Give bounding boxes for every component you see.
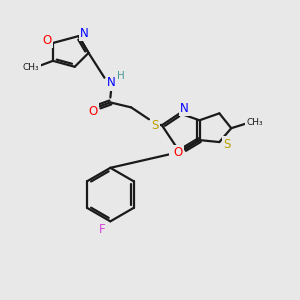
Text: S: S — [224, 138, 231, 151]
Text: CH₃: CH₃ — [247, 118, 263, 127]
Text: CH₃: CH₃ — [23, 63, 39, 72]
Text: O: O — [173, 146, 182, 160]
Text: O: O — [88, 105, 97, 118]
Text: O: O — [42, 34, 52, 46]
Text: H: H — [117, 71, 125, 81]
Text: N: N — [107, 76, 116, 89]
Text: N: N — [80, 27, 89, 40]
Text: N: N — [180, 102, 189, 115]
Text: F: F — [99, 223, 106, 236]
Text: S: S — [151, 119, 159, 132]
Text: N: N — [170, 152, 179, 164]
